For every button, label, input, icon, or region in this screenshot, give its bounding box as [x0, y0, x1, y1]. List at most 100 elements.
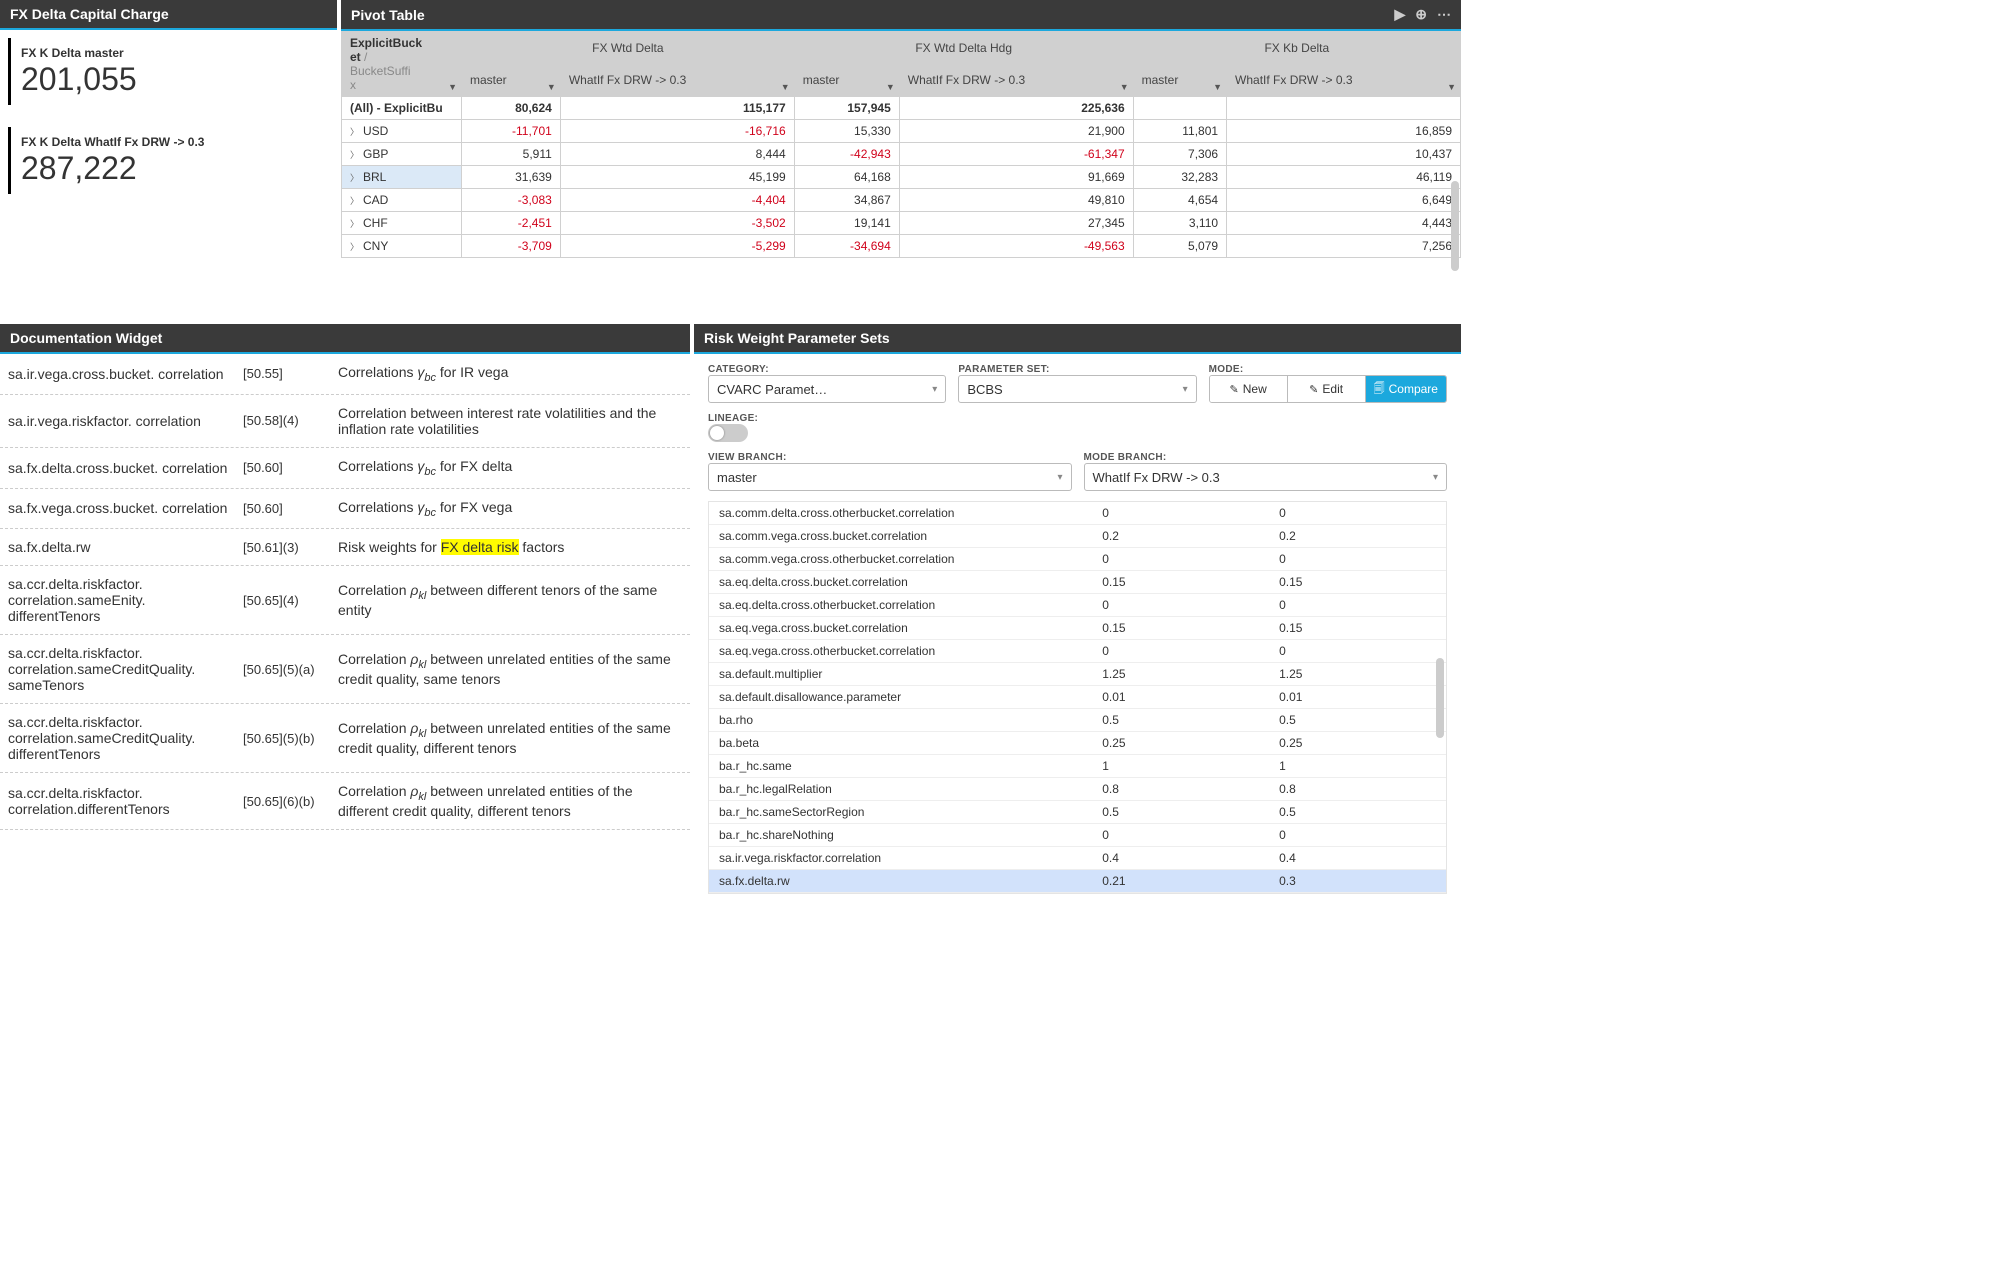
param-row[interactable]: sa.default.multiplier 1.25 1.25	[709, 663, 1446, 686]
param-row[interactable]: sa.eq.delta.cross.otherbucket.correlatio…	[709, 594, 1446, 617]
param-scrollbar[interactable]	[1436, 658, 1444, 738]
table-row[interactable]: (All) - ExplicitBu80,624115,177157,94522…	[342, 97, 1461, 120]
doc-desc: Correlations γbc for FX vega	[338, 499, 682, 519]
doc-ref: [50.60]	[243, 460, 328, 475]
pivot-row-label[interactable]: 〉USD	[342, 120, 462, 143]
doc-desc: Correlation ρkl between unrelated entiti…	[338, 783, 682, 819]
pivot-scrollbar[interactable]	[1451, 181, 1459, 271]
doc-title: Documentation Widget	[10, 330, 162, 346]
mode-branch-label: MODE BRANCH:	[1084, 452, 1448, 463]
pivot-cell: 31,639	[462, 166, 561, 189]
more-icon[interactable]: ⋯	[1437, 6, 1451, 23]
mode-branch-select[interactable]: WhatIf Fx DRW -> 0.3 ▾	[1084, 463, 1448, 491]
param-row[interactable]: sa.comm.vega.cross.bucket.correlation 0.…	[709, 525, 1446, 548]
param-val-a: 0.2	[1092, 525, 1269, 548]
lineage-toggle[interactable]	[708, 424, 748, 442]
pivot-col-sub[interactable]: master▼	[462, 64, 561, 97]
kpi-value: 201,055	[21, 62, 319, 97]
zoom-icon[interactable]: ⊕	[1415, 6, 1427, 23]
mode-edit-button[interactable]: ✎Edit	[1288, 376, 1366, 402]
pivot-cell: 7,256	[1227, 235, 1461, 258]
param-row[interactable]: sa.default.disallowance.parameter 0.01 0…	[709, 686, 1446, 709]
pivot-row-label[interactable]: 〉CNY	[342, 235, 462, 258]
param-val-a: 0	[1092, 824, 1269, 847]
paramset-select[interactable]: BCBS ▾	[958, 375, 1196, 403]
doc-desc: Correlation ρkl between unrelated entiti…	[338, 651, 682, 687]
pivot-col-sub[interactable]: WhatIf Fx DRW -> 0.3▼	[1227, 64, 1461, 97]
pivot-col-group[interactable]: FX Kb Delta	[1133, 32, 1460, 65]
pivot-col-sub[interactable]: WhatIf Fx DRW -> 0.3▼	[560, 64, 794, 97]
pivot-corner[interactable]: ExplicitBuck et / BucketSuffix ▼	[342, 32, 462, 97]
pivot-row-label[interactable]: 〉GBP	[342, 143, 462, 166]
chevron-down-icon[interactable]: ▼	[1120, 82, 1129, 92]
view-branch-select[interactable]: master ▾	[708, 463, 1072, 491]
param-row[interactable]: sa.fx.delta.rw 0.21 0.3	[709, 870, 1446, 893]
mode-new-button[interactable]: ✎New	[1210, 376, 1288, 402]
category-select[interactable]: CVARC Paramet… ▾	[708, 375, 946, 403]
chevron-down-icon[interactable]: ▼	[547, 82, 556, 92]
param-row[interactable]: ba.r_hc.legalRelation 0.8 0.8	[709, 778, 1446, 801]
doc-ref: [50.60]	[243, 501, 328, 516]
pivot-col-group[interactable]: FX Wtd Delta Hdg	[794, 32, 1133, 65]
pivot-cell: -5,299	[560, 235, 794, 258]
param-row[interactable]: sa.eq.vega.cross.otherbucket.correlation…	[709, 640, 1446, 663]
param-row[interactable]: sa.comm.delta.cross.otherbucket.correlat…	[709, 502, 1446, 525]
table-row[interactable]: 〉BRL31,63945,19964,16891,66932,28346,119	[342, 166, 1461, 189]
param-row[interactable]: ba.r_hc.sameSectorRegion 0.5 0.5	[709, 801, 1446, 824]
doc-row[interactable]: sa.ccr.delta.riskfactor. correlation.sam…	[0, 704, 690, 773]
chevron-down-icon[interactable]: ▼	[886, 82, 895, 92]
param-row[interactable]: ba.beta 0.25 0.25	[709, 732, 1446, 755]
chevron-down-icon[interactable]: ▼	[781, 82, 790, 92]
doc-row[interactable]: sa.fx.delta.rw [50.61](3) Risk weights f…	[0, 529, 690, 566]
param-row[interactable]: sa.eq.vega.cross.bucket.correlation 0.15…	[709, 617, 1446, 640]
pivot-row-label[interactable]: 〉CAD	[342, 189, 462, 212]
chevron-right-icon: 〉	[350, 219, 359, 229]
param-row[interactable]: ba.rho 0.5 0.5	[709, 709, 1446, 732]
category-value: CVARC Paramet…	[717, 382, 827, 397]
doc-row[interactable]: sa.ir.vega.riskfactor. correlation [50.5…	[0, 395, 690, 448]
mode-compare-button[interactable]: 🗐Compare	[1366, 376, 1446, 402]
table-row[interactable]: 〉CHF-2,451-3,50219,14127,3453,1104,443	[342, 212, 1461, 235]
doc-row[interactable]: sa.ccr.delta.riskfactor. correlation.sam…	[0, 635, 690, 704]
pivot-col-sub[interactable]: master▼	[794, 64, 899, 97]
chevron-down-icon[interactable]: ▼	[1447, 82, 1456, 92]
param-row[interactable]: ba.r_hc.shareNothing 0 0	[709, 824, 1446, 847]
doc-row[interactable]: sa.ccr.delta.riskfactor. correlation.dif…	[0, 773, 690, 830]
param-row[interactable]: ba.r_hc.same 1 1	[709, 755, 1446, 778]
table-row[interactable]: 〉CNY-3,709-5,299-34,694-49,5635,0797,256	[342, 235, 1461, 258]
view-branch-value: master	[717, 470, 757, 485]
table-row[interactable]: 〉GBP5,9118,444-42,943-61,3477,30610,437	[342, 143, 1461, 166]
chevron-down-icon[interactable]: ▼	[1213, 82, 1222, 92]
param-row[interactable]: sa.eq.delta.cross.bucket.correlation 0.1…	[709, 571, 1446, 594]
pivot-cell	[1227, 97, 1461, 120]
pivot-cell: 21,900	[899, 120, 1133, 143]
pivot-row-label[interactable]: 〉BRL	[342, 166, 462, 189]
play-icon[interactable]: ▶	[1394, 6, 1405, 23]
param-row[interactable]: sa.comm.vega.cross.otherbucket.correlati…	[709, 548, 1446, 571]
pivot-cell: 4,654	[1133, 189, 1226, 212]
pivot-cell	[1133, 97, 1226, 120]
chevron-down-icon: ▾	[1183, 384, 1188, 395]
pivot-row-label[interactable]: (All) - ExplicitBu	[342, 97, 462, 120]
chevron-down-icon: ▾	[1057, 472, 1062, 483]
pivot-row-label[interactable]: 〉CHF	[342, 212, 462, 235]
table-row[interactable]: 〉USD-11,701-16,71615,33021,90011,80116,8…	[342, 120, 1461, 143]
pivot-cell: 16,859	[1227, 120, 1461, 143]
chevron-down-icon[interactable]: ▼	[448, 82, 457, 92]
pivot-col-group[interactable]: FX Wtd Delta	[462, 32, 795, 65]
doc-row[interactable]: sa.fx.vega.cross.bucket. correlation [50…	[0, 489, 690, 530]
pivot-header: Pivot Table ▶ ⊕ ⋯	[341, 0, 1461, 31]
table-row[interactable]: 〉CAD-3,083-4,40434,86749,8104,6546,649	[342, 189, 1461, 212]
param-val-b: 1.25	[1269, 663, 1446, 686]
pivot-cell: 5,911	[462, 143, 561, 166]
doc-row[interactable]: sa.fx.delta.cross.bucket. correlation [5…	[0, 448, 690, 489]
param-key: sa.comm.vega.cross.otherbucket.correlati…	[709, 548, 1092, 571]
doc-row[interactable]: sa.ccr.delta.riskfactor. correlation.sam…	[0, 566, 690, 635]
chevron-down-icon: ▾	[1433, 472, 1438, 483]
pivot-col-sub[interactable]: WhatIf Fx DRW -> 0.3▼	[899, 64, 1133, 97]
pivot-col-sub[interactable]: master▼	[1133, 64, 1226, 97]
param-val-b: 0.5	[1269, 709, 1446, 732]
param-row[interactable]: sa.ir.vega.riskfactor.correlation 0.4 0.…	[709, 847, 1446, 870]
doc-row[interactable]: sa.ir.vega.cross.bucket. correlation [50…	[0, 354, 690, 395]
param-val-a: 0	[1092, 640, 1269, 663]
